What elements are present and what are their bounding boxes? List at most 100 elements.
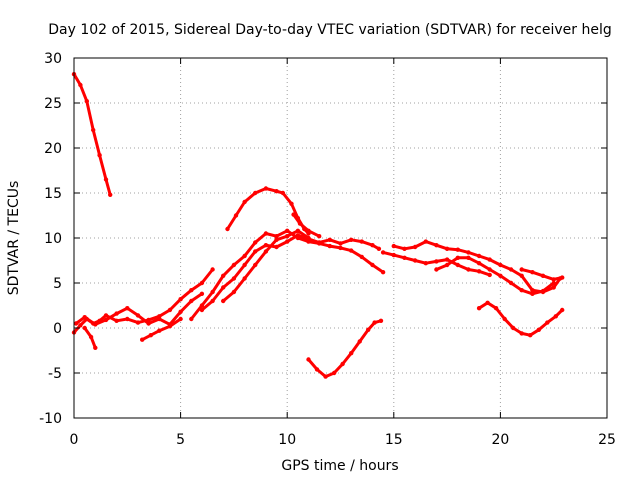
data-point bbox=[434, 267, 439, 272]
data-point bbox=[380, 270, 386, 275]
data-point bbox=[199, 303, 205, 308]
data-point bbox=[225, 226, 230, 232]
data-point bbox=[519, 331, 524, 336]
data-point bbox=[487, 267, 492, 272]
data-point bbox=[167, 307, 173, 313]
data-point bbox=[88, 334, 94, 340]
data-point bbox=[357, 339, 362, 344]
data-point bbox=[125, 316, 130, 322]
data-point bbox=[366, 327, 371, 332]
data-point bbox=[314, 367, 320, 372]
data-point bbox=[528, 333, 533, 338]
data-point bbox=[210, 267, 215, 272]
data-point bbox=[444, 257, 450, 262]
data-point bbox=[372, 320, 377, 325]
data-point bbox=[93, 345, 98, 350]
data-point bbox=[508, 280, 514, 286]
data-point bbox=[434, 259, 439, 264]
data-point bbox=[551, 280, 556, 286]
y-tick-label: 0 bbox=[53, 321, 62, 337]
data-point bbox=[274, 234, 279, 239]
data-point bbox=[466, 250, 471, 255]
data-point bbox=[73, 321, 79, 326]
y-tick-label: 15 bbox=[44, 186, 62, 202]
data-point bbox=[263, 186, 269, 191]
x-tick-label: 0 bbox=[70, 432, 79, 448]
data-point bbox=[327, 237, 332, 242]
data-point bbox=[519, 273, 524, 278]
series-line-arc-13 bbox=[392, 240, 562, 294]
data-point bbox=[157, 328, 162, 333]
data-point bbox=[530, 270, 535, 275]
data-point bbox=[487, 272, 492, 278]
data-point bbox=[370, 262, 375, 268]
data-point bbox=[423, 261, 428, 266]
data-point bbox=[297, 221, 303, 226]
data-point bbox=[253, 249, 258, 254]
data-point bbox=[349, 237, 354, 242]
data-point bbox=[476, 269, 482, 274]
series-line-arc-11 bbox=[307, 319, 383, 379]
data-point bbox=[231, 289, 237, 295]
data-point bbox=[263, 243, 269, 248]
data-point bbox=[551, 285, 556, 290]
data-point bbox=[487, 257, 492, 262]
data-point bbox=[498, 273, 503, 278]
data-point bbox=[189, 316, 194, 322]
data-point bbox=[78, 323, 83, 328]
data-point bbox=[359, 239, 364, 244]
data-point bbox=[84, 99, 90, 104]
data-point bbox=[455, 247, 460, 252]
data-point bbox=[199, 280, 205, 286]
data-point bbox=[306, 235, 311, 241]
data-point bbox=[540, 273, 546, 278]
data-point bbox=[233, 213, 239, 218]
y-tick-label: -10 bbox=[39, 411, 62, 427]
data-point bbox=[323, 374, 328, 379]
x-tick-label: 15 bbox=[385, 432, 403, 448]
data-point bbox=[560, 275, 565, 280]
y-tick-label: 5 bbox=[53, 276, 62, 292]
data-point bbox=[455, 262, 460, 268]
data-point bbox=[97, 153, 102, 158]
data-point bbox=[221, 285, 226, 290]
data-point bbox=[189, 298, 194, 304]
data-point bbox=[242, 276, 247, 281]
data-point bbox=[140, 337, 145, 342]
data-point bbox=[285, 239, 290, 244]
data-point bbox=[103, 177, 109, 182]
data-point bbox=[146, 321, 151, 326]
data-point bbox=[253, 262, 258, 268]
data-point bbox=[391, 252, 396, 258]
data-point bbox=[125, 306, 130, 311]
data-point bbox=[402, 246, 407, 251]
data-point bbox=[93, 322, 98, 327]
data-point bbox=[221, 298, 226, 304]
y-tick-label: 20 bbox=[44, 141, 62, 157]
x-tick-label: 10 bbox=[278, 432, 296, 448]
chart-title: Day 102 of 2015, Sidereal Day-to-day VTE… bbox=[48, 22, 611, 38]
data-point bbox=[82, 315, 87, 320]
y-tick-label: -5 bbox=[48, 366, 62, 382]
data-point bbox=[476, 261, 482, 266]
data-point bbox=[493, 306, 499, 311]
series-line-arc-8 bbox=[221, 229, 310, 303]
x-tick-label: 20 bbox=[491, 432, 509, 448]
data-point bbox=[280, 190, 286, 196]
data-point bbox=[263, 231, 269, 236]
data-point bbox=[82, 325, 87, 331]
data-point bbox=[167, 324, 173, 329]
data-point bbox=[380, 250, 386, 255]
data-point bbox=[291, 212, 296, 217]
data-point bbox=[423, 239, 428, 244]
data-point bbox=[253, 190, 258, 196]
data-point bbox=[210, 298, 215, 304]
data-point bbox=[551, 277, 556, 282]
data-point bbox=[476, 253, 482, 259]
data-point bbox=[434, 243, 439, 248]
data-point bbox=[370, 243, 375, 248]
series-line-arc-7 bbox=[200, 233, 381, 312]
data-point bbox=[560, 307, 565, 313]
y-tick-label: 10 bbox=[44, 231, 62, 247]
data-point bbox=[189, 288, 194, 293]
